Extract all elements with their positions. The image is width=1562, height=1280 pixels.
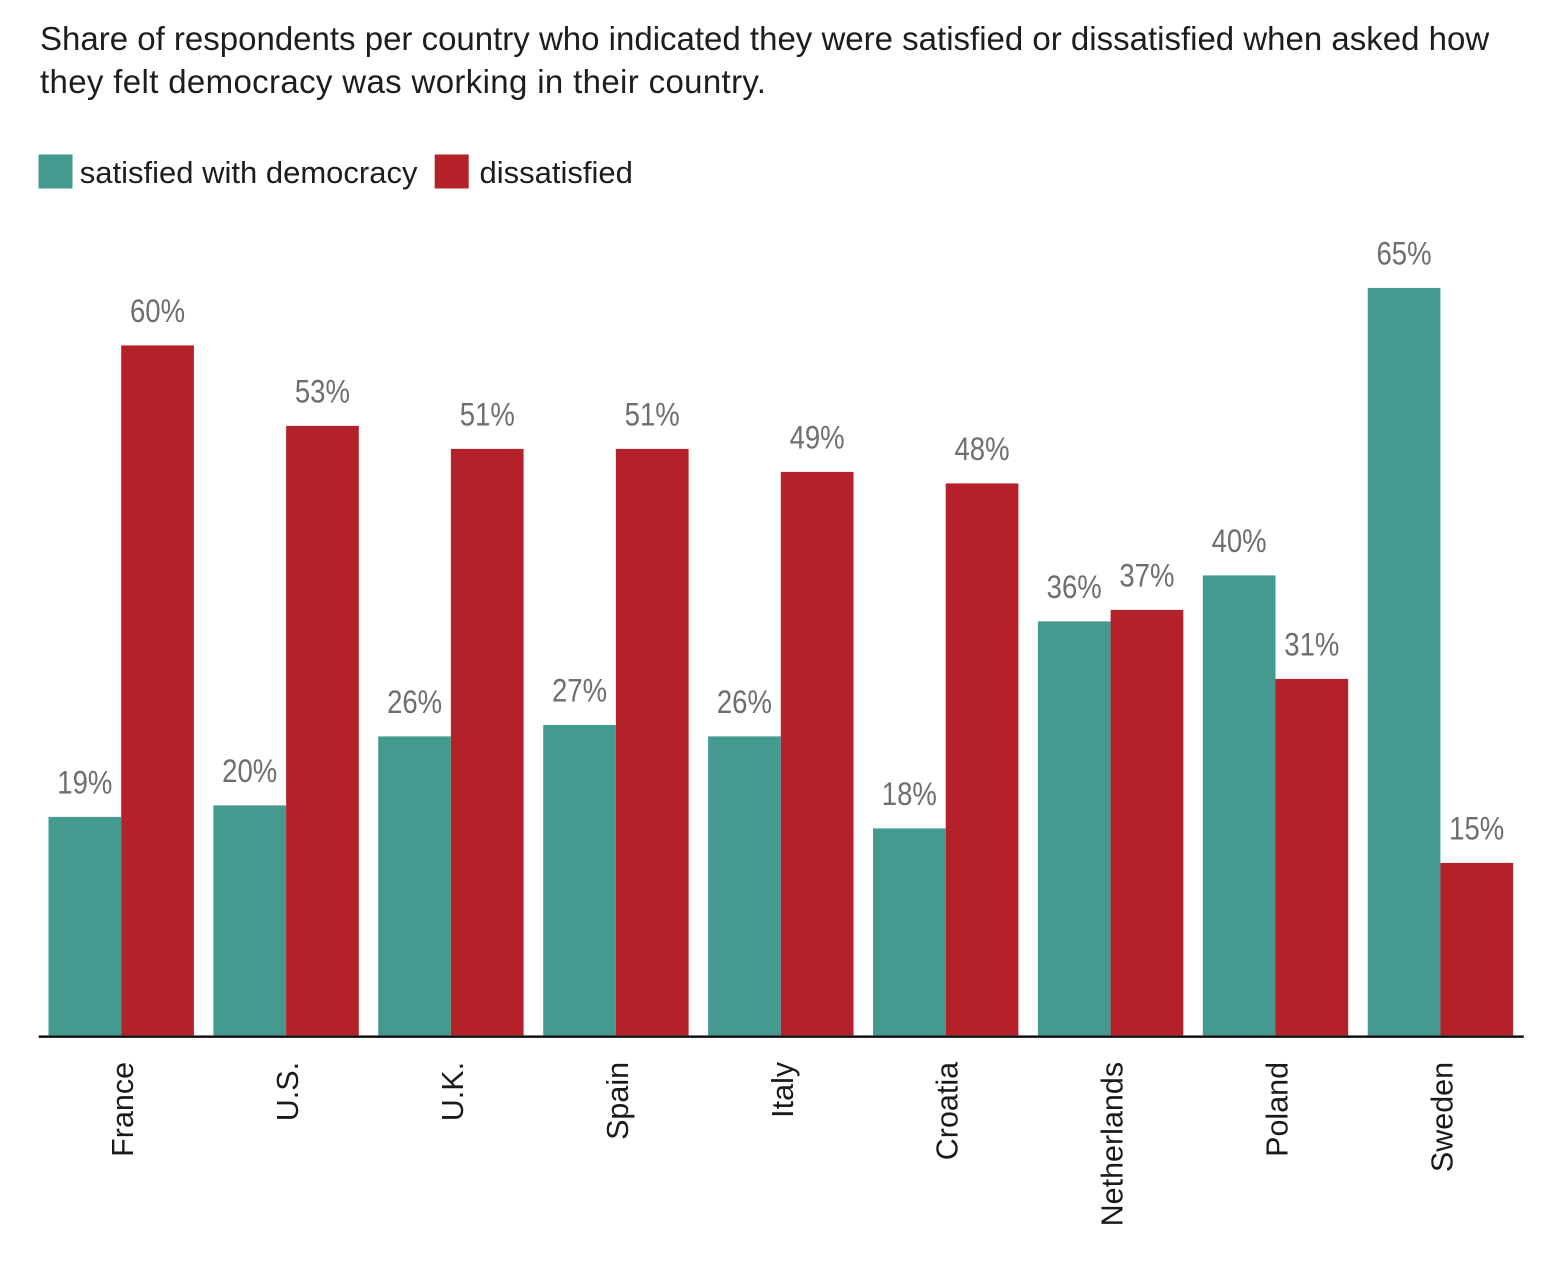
svg-text:37%: 37% [1119,559,1174,594]
svg-text:18%: 18% [882,777,937,812]
svg-text:satisfied with democracy: satisfied with democracy [80,155,418,190]
svg-text:27%: 27% [552,674,607,709]
svg-text:49%: 49% [790,421,845,456]
svg-text:Spain: Spain [601,1062,635,1140]
svg-text:Netherlands: Netherlands [1096,1062,1130,1226]
svg-text:31%: 31% [1284,628,1339,663]
svg-text:Croatia: Croatia [931,1062,965,1160]
svg-text:65%: 65% [1376,237,1431,272]
svg-text:Italy: Italy [766,1061,800,1118]
svg-text:26%: 26% [717,685,772,720]
svg-text:36%: 36% [1047,570,1102,605]
svg-text:60%: 60% [130,294,185,329]
svg-text:19%: 19% [57,766,112,801]
svg-text:Sweden: Sweden [1425,1062,1459,1172]
svg-text:Share of respondents per count: Share of respondents per country who ind… [40,20,1489,57]
svg-text:53%: 53% [295,375,350,410]
svg-text:51%: 51% [460,398,515,433]
svg-text:U.K.: U.K. [436,1062,470,1121]
svg-text:40%: 40% [1212,524,1267,559]
svg-text:France: France [106,1062,140,1157]
svg-text:Poland: Poland [1261,1062,1295,1157]
svg-text:dissatisfied: dissatisfied [480,155,633,190]
svg-text:26%: 26% [387,685,442,720]
svg-text:48%: 48% [954,432,1009,467]
svg-text:20%: 20% [222,754,277,789]
svg-text:they felt democracy was workin: they felt democracy was working in their… [40,63,766,100]
svg-text:51%: 51% [625,398,680,433]
svg-text:U.S.: U.S. [271,1062,305,1121]
svg-text:15%: 15% [1449,812,1504,847]
